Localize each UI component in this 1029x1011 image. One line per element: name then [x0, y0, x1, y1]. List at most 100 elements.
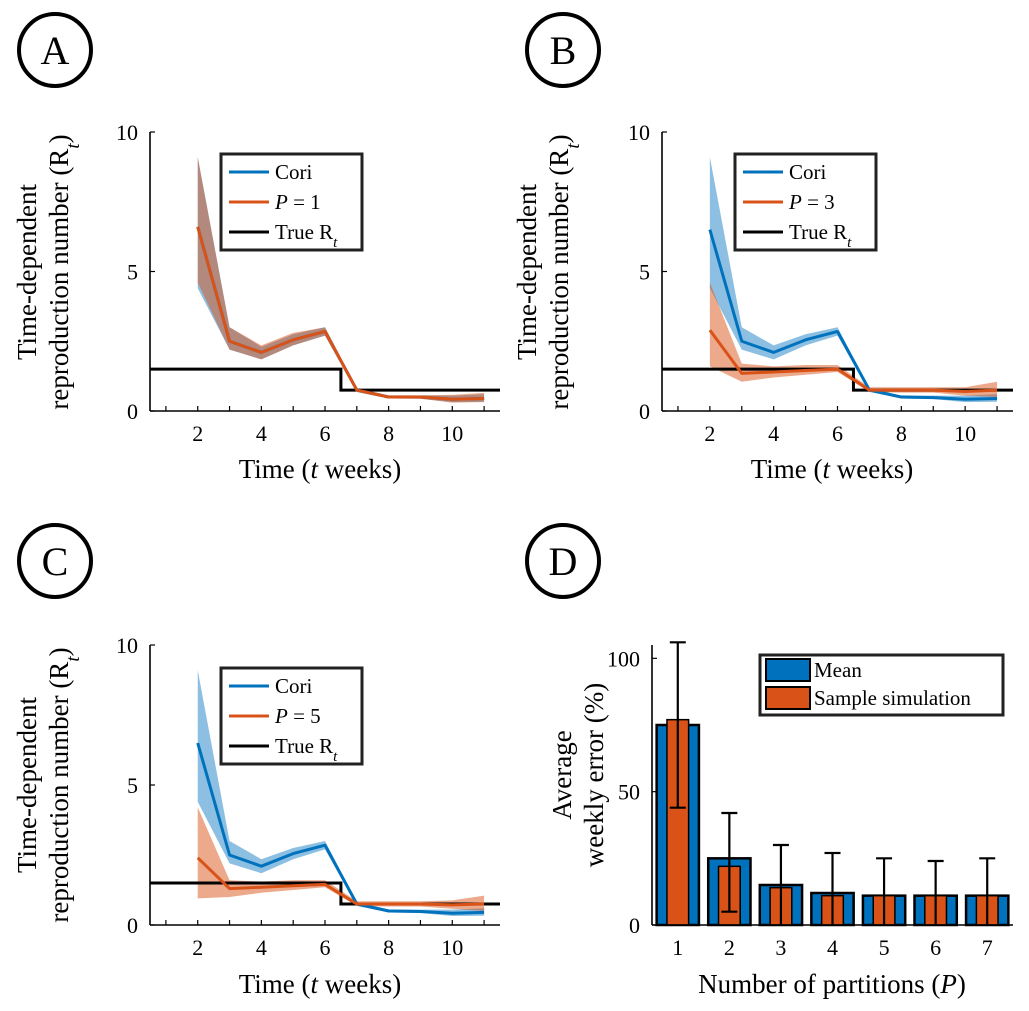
legend-label-cori: Cori	[275, 674, 313, 698]
x-tick-label: 6	[320, 421, 331, 446]
y-axis-label-close: )	[44, 134, 74, 143]
legend-label-true-sub: t	[847, 235, 852, 251]
method-line	[196, 226, 485, 401]
legend-label-method-var: P	[788, 190, 802, 214]
legend-label-method-value: 3	[824, 190, 835, 214]
method-line	[196, 856, 485, 907]
x-axis-label-var: t	[311, 969, 320, 999]
y-tick-label: 5	[127, 260, 138, 285]
legend-label-mean: Mean	[814, 658, 862, 682]
legend: Cori P = 5 True Rt	[219, 666, 364, 766]
y-tick-label: 10	[116, 633, 138, 658]
legend: Cori P = 1 True Rt	[219, 152, 364, 252]
x-axis-label-part: )	[957, 969, 966, 999]
panel-B-label: B	[525, 12, 601, 88]
x-axis-label-part: Time (	[751, 454, 823, 484]
panel-D: 1 2 3 4 5 6 7 0 50 100 Number of partitions (P) Ave…	[547, 641, 1013, 999]
legend-label-cori: Cori	[789, 160, 827, 184]
cori-line	[196, 742, 485, 915]
legend-entry-true-rt: True Rt	[275, 220, 338, 251]
y-tick-label: 0	[629, 913, 640, 938]
y-tick-label: 0	[127, 913, 138, 938]
legend-label-method-var: P	[274, 704, 288, 728]
y-tick-label: 10	[628, 120, 650, 145]
x-axis-label: Time (t weeks)	[751, 454, 914, 484]
y-tick-label: 5	[639, 260, 650, 285]
x-tick-label: 4	[256, 935, 267, 960]
method-line	[708, 329, 998, 393]
x-tick-label: 6	[930, 935, 941, 960]
x-tick-label: 10	[954, 421, 976, 446]
legend-label-cori: Cori	[275, 160, 313, 184]
panel-label-circle	[525, 523, 601, 599]
y-axis-label-line2: reproduction number (R	[44, 662, 74, 923]
legend-entry-method: P = 1	[274, 190, 321, 214]
x-tick-label: 10	[441, 935, 463, 960]
x-tick-label: 7	[982, 935, 993, 960]
y-axis-label-line1: Time-dependent	[12, 697, 42, 873]
panel-A-label: A	[17, 12, 93, 88]
y-axis-label: Time-dependentreproduction number (Rt)	[512, 134, 584, 409]
x-axis-label-var: t	[311, 454, 320, 484]
y-axis-label-line1: Time-dependent	[512, 184, 542, 360]
legend-entry-true-rt: True Rt	[275, 734, 338, 765]
y-axis-label-line2: weekly error (%)	[579, 683, 609, 867]
panel-label-circle	[17, 523, 93, 599]
legend-swatch-sample	[765, 686, 811, 710]
legend-label-true-sub: t	[333, 749, 338, 765]
legend-swatch-mean	[765, 658, 811, 682]
y-tick-label: 100	[607, 646, 640, 671]
legend-label-method-eq: =	[288, 704, 310, 728]
x-axis-label-part: Time (	[239, 969, 311, 999]
x-axis-label: Time (t weeks)	[239, 454, 402, 484]
x-axis-label-part: weeks)	[830, 454, 913, 484]
panel-label-circle	[17, 12, 93, 88]
x-tick-label: 2	[724, 935, 735, 960]
x-tick-label: 6	[832, 421, 843, 446]
true-rt-line	[150, 367, 500, 392]
legend-entry-cori: Cori	[275, 674, 313, 698]
x-axis-label-var: t	[823, 454, 832, 484]
panel-C-label: C	[17, 523, 93, 599]
y-axis-label: Time-dependentreproduction number (Rt)	[12, 134, 84, 409]
y-tick-label: 5	[127, 773, 138, 798]
y-tick-label: 0	[127, 399, 138, 424]
y-axis-label-line2: reproduction number (R	[544, 149, 574, 410]
legend-label-true-sub: t	[333, 235, 338, 251]
x-axis-label: Number of partitions (P)	[698, 969, 966, 999]
x-tick-label: 8	[383, 421, 394, 446]
y-axis-label-line2: reproduction number (R	[44, 149, 74, 410]
x-axis-label-var: P	[939, 969, 957, 999]
y-axis-label-sub: t	[563, 143, 584, 149]
panel-label-circle	[525, 12, 601, 88]
legend-entry-cori: Cori	[789, 160, 827, 184]
y-axis-label-close: )	[44, 647, 74, 656]
x-tick-label: 3	[775, 935, 786, 960]
y-axis-label: Averageweekly error (%)	[547, 683, 609, 867]
y-tick-label: 0	[639, 399, 650, 424]
x-tick-label: 5	[879, 935, 890, 960]
legend-label-true: True R	[789, 220, 847, 244]
legend: Mean Sample simulation	[758, 653, 1005, 717]
y-axis-label: Time-dependentreproduction number (Rt)	[12, 647, 84, 922]
legend-label-method-eq: =	[288, 190, 310, 214]
legend-label-method-value: 1	[310, 190, 321, 214]
x-tick-label: 8	[383, 935, 394, 960]
panel-D-label: D	[525, 523, 601, 599]
method-confidence-band	[197, 807, 485, 911]
x-axis-label-part: Time (	[239, 454, 311, 484]
x-axis-label-part: weeks)	[318, 454, 401, 484]
panel-label-text: B	[550, 28, 577, 73]
panel-label-text: D	[549, 539, 578, 584]
x-tick-label: 4	[827, 935, 838, 960]
legend-label-true: True R	[275, 220, 333, 244]
y-tick-label: 10	[116, 120, 138, 145]
y-tick-label: 50	[618, 780, 640, 805]
x-tick-label: 1	[672, 935, 683, 960]
x-axis-label: Time (t weeks)	[239, 969, 402, 999]
x-tick-label: 4	[768, 421, 779, 446]
x-tick-label: 2	[192, 935, 203, 960]
